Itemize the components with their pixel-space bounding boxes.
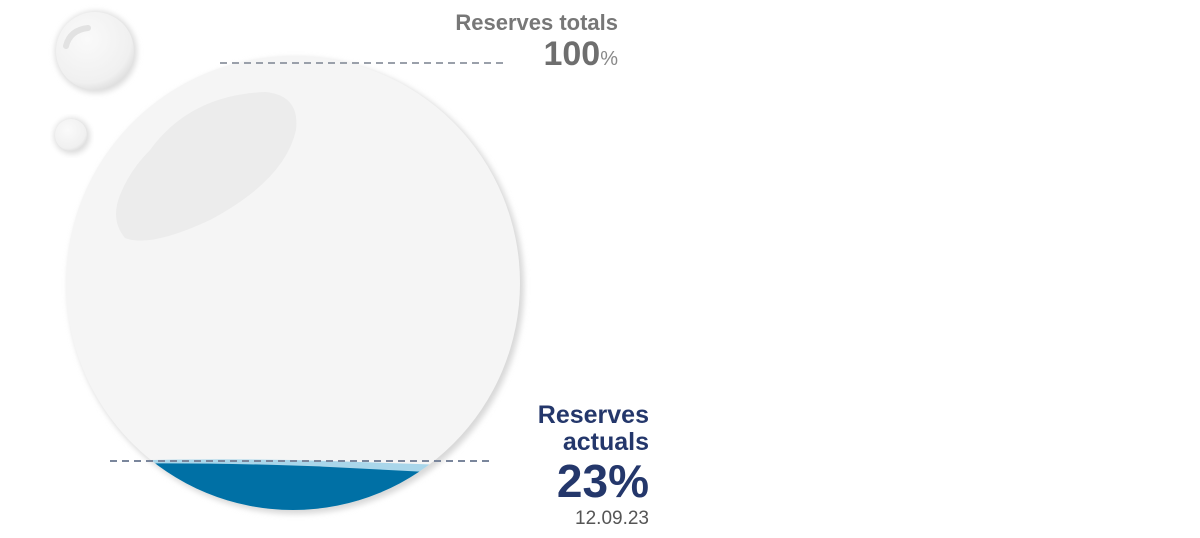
current-reserves-date: 12.09.23 (575, 508, 649, 529)
current-reserves-title: Reserves actuals (537, 401, 649, 456)
total-reserves-title: Reserves totals (455, 10, 618, 35)
total-reserves-label: Reserves totals 100% (455, 10, 618, 79)
total-reserves-value-row: 100% (455, 36, 618, 79)
current-reserves-value: 23% (556, 455, 649, 507)
current-reserves-label: Reserves actuals 23% 12.09.23 (479, 402, 649, 530)
total-reserves-value: 100 (543, 35, 601, 73)
decorative-bubbles (54, 11, 137, 154)
total-reserves-unit: % (600, 48, 618, 70)
reservoir-highlight (116, 92, 297, 241)
